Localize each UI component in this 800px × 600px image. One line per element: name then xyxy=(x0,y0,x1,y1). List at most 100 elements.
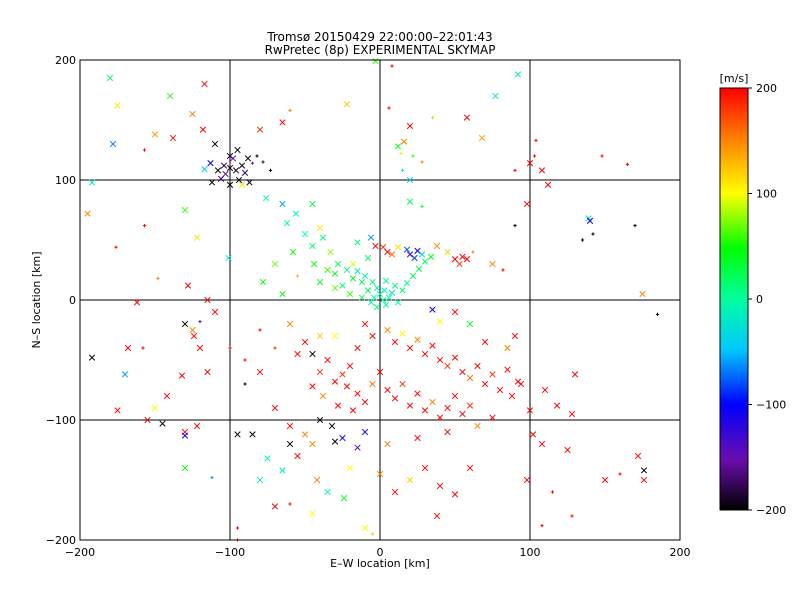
x-marker xyxy=(84,210,91,217)
x-marker xyxy=(211,140,219,148)
x-marker xyxy=(181,320,189,328)
x-marker xyxy=(384,440,391,448)
x-marker xyxy=(151,404,159,412)
x-marker xyxy=(256,126,264,133)
x-marker xyxy=(238,181,246,188)
x-marker xyxy=(433,242,441,250)
x-marker xyxy=(279,467,286,474)
plus-marker xyxy=(261,160,265,164)
x-marker xyxy=(361,428,369,436)
plus-marker xyxy=(255,154,259,158)
x-marker xyxy=(190,332,198,340)
x-marker xyxy=(568,410,576,418)
x-marker xyxy=(553,402,561,409)
plus-marker xyxy=(370,532,375,536)
x-marker xyxy=(124,344,132,352)
x-marker xyxy=(343,383,351,390)
x-marker xyxy=(639,290,646,298)
x-tick-label: 100 xyxy=(520,546,541,559)
x-marker xyxy=(541,386,549,394)
plus-marker xyxy=(420,204,424,208)
x-marker xyxy=(229,155,237,162)
x-marker xyxy=(414,434,421,442)
x-marker xyxy=(232,167,240,174)
x-marker xyxy=(340,494,348,502)
x-tick-label: 200 xyxy=(670,546,691,559)
x-marker xyxy=(264,455,271,462)
x-marker xyxy=(166,92,174,100)
x-marker xyxy=(369,380,376,388)
x-marker xyxy=(133,299,141,306)
plus-marker xyxy=(471,250,475,254)
x-marker xyxy=(319,234,327,241)
x-marker xyxy=(399,287,406,294)
x-marker xyxy=(259,278,267,286)
x-marker xyxy=(151,131,159,138)
x-marker xyxy=(564,446,571,454)
x-marker xyxy=(193,234,201,241)
x-marker xyxy=(373,304,381,311)
x-marker xyxy=(504,344,511,352)
x-marker xyxy=(388,289,396,296)
x-marker xyxy=(121,371,129,378)
x-marker xyxy=(169,134,177,142)
x-marker xyxy=(391,338,399,346)
x-marker xyxy=(244,155,252,162)
x-marker xyxy=(343,266,351,274)
axis-ticks: −200 −100 0 100 200 −200 −100 0 100 200 xyxy=(46,54,691,559)
x-marker xyxy=(88,179,96,186)
x-marker xyxy=(372,242,379,250)
x-marker xyxy=(279,290,286,298)
colorbar-label: [m/s] xyxy=(720,72,749,85)
x-marker xyxy=(201,166,208,173)
y-tick-label: 200 xyxy=(55,54,76,67)
data-points xyxy=(84,58,660,542)
x-marker xyxy=(451,491,459,498)
x-marker xyxy=(262,194,270,202)
x-marker xyxy=(451,308,459,316)
x-marker xyxy=(346,362,354,370)
x-marker xyxy=(414,336,421,343)
x-marker xyxy=(225,254,232,262)
x-marker xyxy=(496,386,504,394)
plus-marker xyxy=(513,224,517,228)
x-marker xyxy=(429,342,436,349)
x-marker xyxy=(246,179,253,186)
x-marker xyxy=(354,444,361,451)
x-marker xyxy=(309,383,316,390)
plus-marker xyxy=(235,526,240,530)
x-marker xyxy=(444,404,451,412)
x-marker xyxy=(339,282,346,289)
x-marker xyxy=(382,277,390,284)
x-marker xyxy=(294,350,301,358)
x-marker xyxy=(279,200,286,208)
plus-marker xyxy=(268,168,273,172)
y-tick-label: −200 xyxy=(46,534,76,547)
x-marker xyxy=(199,126,207,133)
plus-marker xyxy=(288,502,292,506)
x-marker xyxy=(369,332,376,340)
x-marker xyxy=(349,407,357,414)
x-marker xyxy=(184,282,192,289)
plus-marker xyxy=(600,154,604,158)
x-marker xyxy=(394,143,402,150)
x-marker xyxy=(427,253,435,260)
x-marker xyxy=(451,354,459,361)
x-marker xyxy=(394,299,402,306)
x-marker xyxy=(241,169,249,176)
x-marker xyxy=(339,434,346,442)
plus-marker xyxy=(141,346,145,350)
x-marker xyxy=(466,374,474,382)
x-marker xyxy=(292,210,300,217)
x-marker xyxy=(436,318,444,325)
x-marker xyxy=(367,234,375,241)
x-marker xyxy=(406,344,414,352)
x-marker xyxy=(283,220,291,227)
x-marker xyxy=(343,101,351,108)
x-marker xyxy=(193,422,201,430)
x-marker xyxy=(492,92,499,100)
x-marker xyxy=(399,330,406,337)
x-marker xyxy=(316,278,324,286)
colorbar-tick-label: 100 xyxy=(756,188,777,201)
